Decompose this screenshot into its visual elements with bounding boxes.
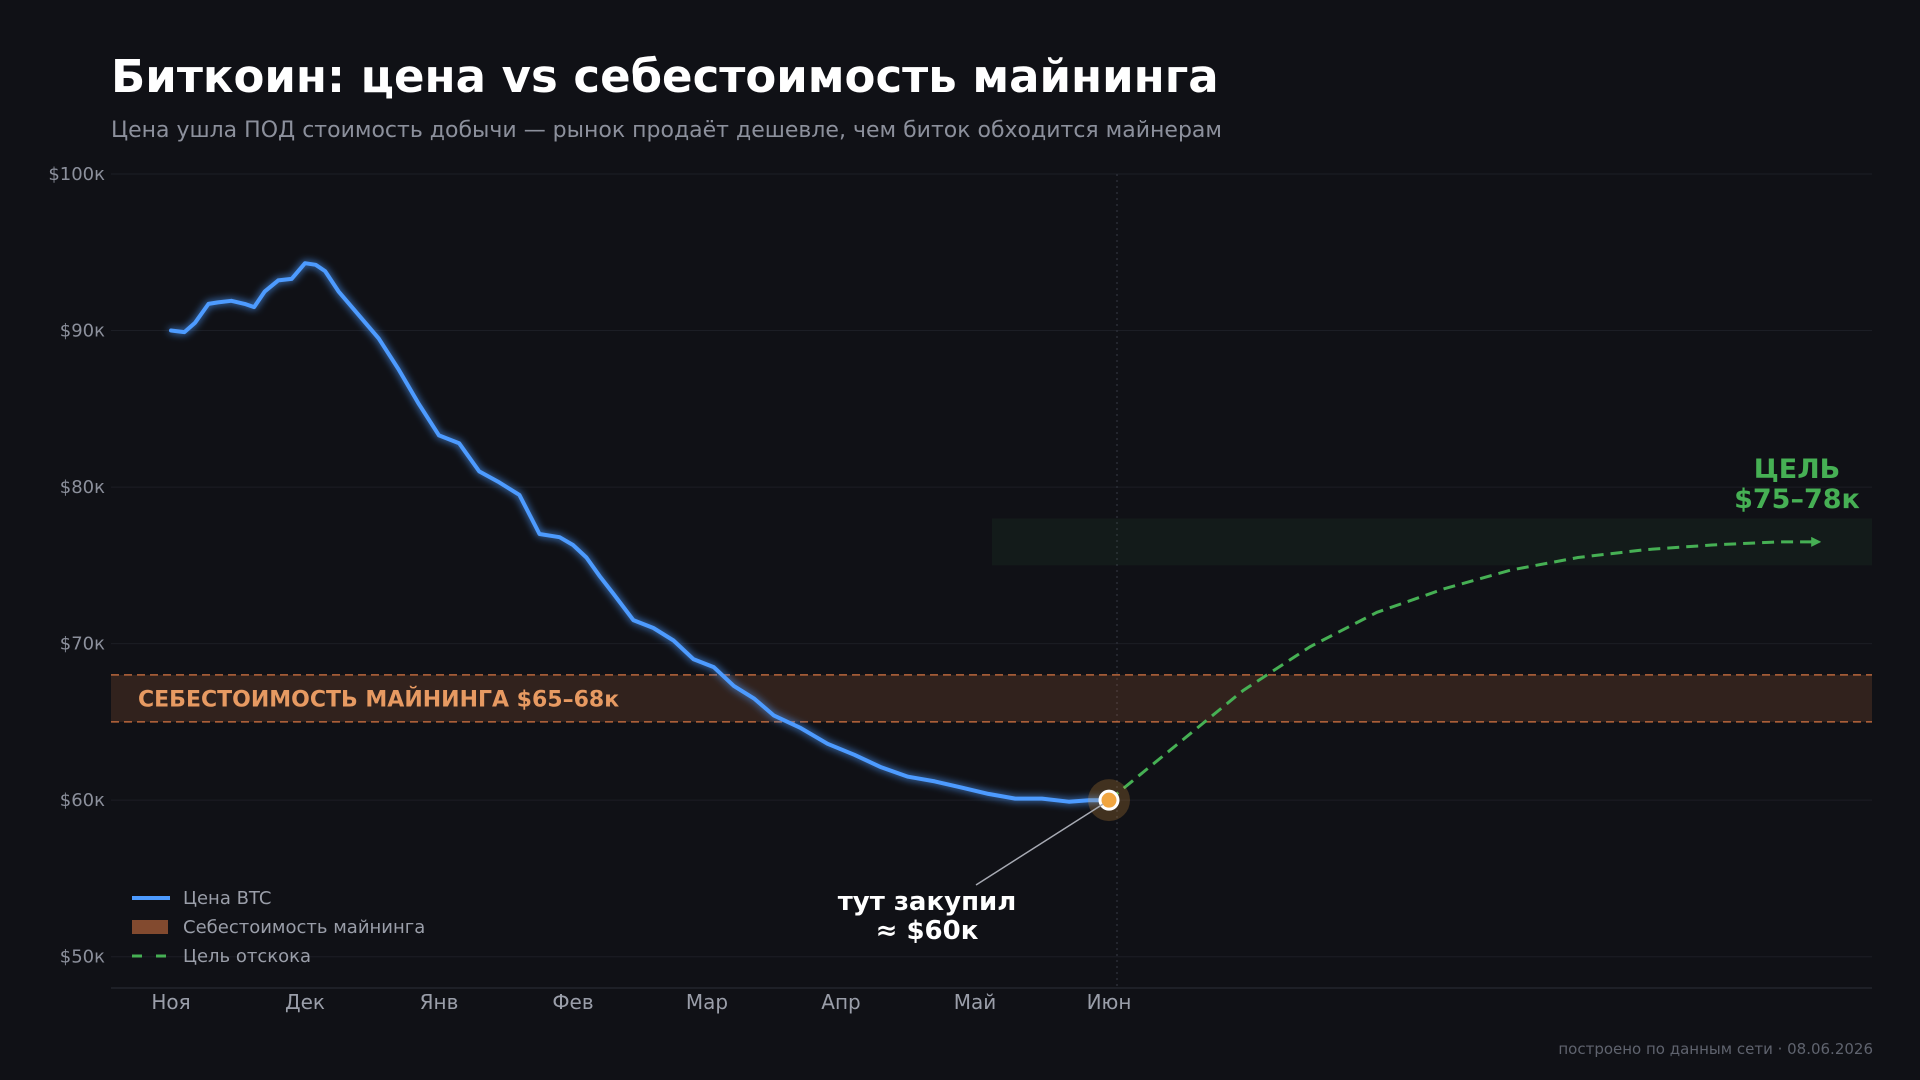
x-tick-label: Июн — [1087, 990, 1132, 1014]
target-zone — [992, 518, 1872, 566]
y-tick-label: $60к — [60, 790, 105, 811]
legend-label: Цель отскока — [183, 946, 311, 967]
source-footer: построено по данным сети · 08.06.2026 — [1558, 1040, 1873, 1058]
y-tick-label: $90к — [60, 321, 105, 342]
grid-lines — [111, 173, 1872, 989]
mining-cost-band — [111, 674, 1872, 722]
buy-annotation-line2: ≈ $60к — [876, 916, 979, 946]
x-tick-label: Май — [954, 990, 997, 1014]
x-tick-label: Дек — [285, 990, 325, 1014]
bounce-target-line — [1108, 536, 1822, 802]
target-label-range: $75–78к — [1734, 484, 1860, 515]
x-tick-label: Ноя — [151, 990, 190, 1014]
legend: Цена BTC Себестоимость майнинга Цель отско… — [132, 888, 425, 967]
legend-swatch-mining — [132, 920, 168, 934]
y-tick-label: $70к — [60, 634, 105, 655]
axis-ticks: $50к $60к $70к $80к $90к $100к Ноя Дек Янв Фев Мар… — [48, 164, 1131, 1014]
chart-title: Биткоин: цена vs себестоимость майнинга — [111, 50, 1219, 103]
y-tick-label: $100к — [48, 164, 105, 185]
mining-band-label: СЕБЕСТОИМОСТЬ МАЙНИНГА $65–68к — [138, 686, 619, 712]
x-tick-label: Апр — [821, 990, 860, 1014]
mining-cost-band-group: СЕБЕСТОИМОСТЬ МАЙНИНГА $65–68к — [111, 518, 1872, 723]
y-tick-label: $80к — [60, 477, 105, 498]
buy-annotation-leader — [975, 803, 1104, 886]
x-tick-label: Фев — [552, 990, 593, 1014]
y-tick-label: $50к — [60, 947, 105, 968]
target-label-title: ЦЕЛЬ — [1754, 454, 1841, 485]
x-tick-label: Янв — [420, 990, 459, 1014]
buy-point-marker — [1098, 789, 1120, 811]
series-group — [169, 261, 1822, 822]
buy-annotation-line1: тут закупил — [838, 887, 1017, 917]
annotations: ЦЕЛЬ$75–78к тут закупил≈ $60к — [838, 454, 1860, 946]
legend-label: Цена BTC — [183, 888, 271, 909]
price-line — [169, 261, 1111, 804]
x-tick-label: Мар — [686, 990, 728, 1014]
chart-subtitle: Цена ушла ПОД стоимость добычи — рынок п… — [111, 118, 1222, 143]
legend-label: Себестоимость майнинга — [183, 917, 425, 938]
